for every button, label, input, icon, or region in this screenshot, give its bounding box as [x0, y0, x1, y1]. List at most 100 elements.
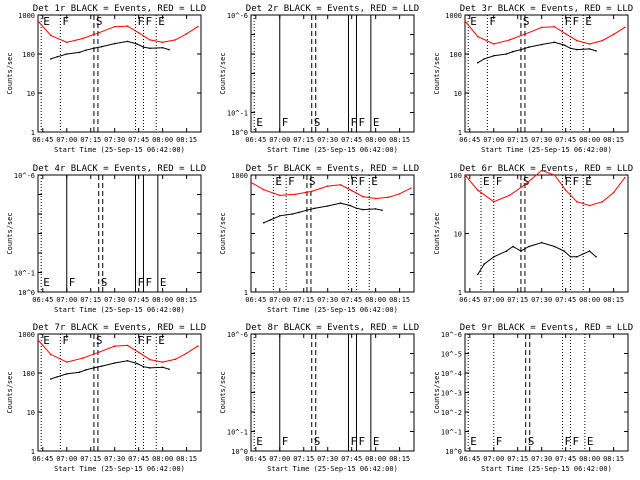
series-point-lld: [294, 193, 297, 196]
x-tick-label: 07:30: [317, 296, 338, 304]
marker-label-f: F: [350, 435, 357, 448]
series-point-events: [576, 48, 578, 51]
y-tick-label: 10^-6: [14, 172, 35, 180]
panel-title: Det 2r BLACK = Events, RED = LLD: [246, 4, 419, 14]
marker-label-f: F: [358, 435, 365, 448]
y-tick-label: 1000: [445, 12, 462, 20]
panel-title: Det 7r BLACK = Events, RED = LLD: [33, 323, 206, 333]
series-point-events: [563, 250, 565, 252]
x-tick-label: 06:45: [245, 136, 266, 144]
x-tick-label: 08:15: [603, 296, 624, 304]
series-point-lld: [113, 25, 116, 28]
marker-label-f: F: [62, 15, 69, 28]
series-point-events: [362, 208, 364, 211]
marker-label-f: F: [572, 435, 579, 448]
x-tick-label: 08:00: [152, 136, 173, 144]
y-tick-label: 10^-5: [441, 351, 462, 359]
marker-label-f: F: [564, 435, 571, 448]
panel-title: Det 3r BLACK = Events, RED = LLD: [460, 4, 633, 14]
series-point-events: [483, 58, 486, 60]
series-point-lld: [588, 43, 591, 45]
x-tick-label: 07:00: [56, 455, 77, 463]
series-point-lld: [464, 174, 466, 176]
marker-label-e: E: [160, 276, 167, 289]
series-point-events: [483, 263, 486, 265]
y-tick-label: 10^-1: [227, 110, 248, 118]
x-tick-label: 07:30: [317, 136, 338, 144]
series-point-lld: [362, 195, 364, 198]
series-point-lld: [126, 25, 129, 27]
plot-frame: [250, 14, 415, 133]
y-tick-label: 1000: [18, 12, 35, 20]
y-axis-label: Counts/sec: [219, 212, 227, 254]
series-point-events: [326, 205, 329, 207]
plot-frame: [464, 333, 629, 452]
marker-label-e: E: [275, 175, 282, 188]
series-point-events: [56, 376, 58, 378]
panel-det-5: Det 5r BLACK = Events, RED = LLD Counts/s…: [219, 164, 419, 314]
x-tick-label: 07:45: [341, 455, 362, 463]
marker-label-e: E: [470, 15, 477, 28]
marker-label-e: E: [43, 334, 50, 347]
marker-label-e: E: [587, 435, 594, 448]
series-point-events: [161, 366, 164, 369]
series-point-lld: [113, 345, 116, 347]
x-tick-label: 06:45: [245, 296, 266, 304]
x-tick-label: 08:00: [365, 296, 386, 304]
y-axis-label: Counts/sec: [6, 52, 14, 94]
x-tick-label: 07:30: [531, 455, 552, 463]
series-point-events: [595, 255, 597, 258]
series-point-lld: [161, 41, 164, 44]
plot-frame: [37, 333, 202, 452]
x-tick-label: 07:00: [483, 455, 504, 463]
series-point-lld: [149, 358, 151, 361]
series-point-lld: [149, 39, 151, 41]
plot-frame: [37, 174, 202, 293]
x-tick-label: 07:00: [483, 296, 504, 304]
y-tick-label: 1: [31, 129, 35, 137]
series-point-lld: [410, 187, 412, 189]
x-tick-label: 08:15: [176, 136, 197, 144]
series-point-lld: [374, 197, 377, 200]
series-point-lld: [524, 33, 527, 35]
series-point-lld: [50, 34, 52, 37]
series-point-events: [291, 213, 294, 215]
series-point-lld: [37, 20, 39, 22]
marker-label-f: F: [564, 175, 571, 188]
marker-label-e: E: [158, 334, 165, 347]
panel-title: Det 4r BLACK = Events, RED = LLD: [33, 164, 206, 174]
y-axis-label: Counts/sec: [219, 371, 227, 413]
y-tick-label: 10^-6: [227, 12, 248, 20]
x-tick-label: 08:00: [365, 455, 386, 463]
y-tick-label: 10^0: [18, 289, 35, 297]
x-tick-label: 08:15: [389, 455, 410, 463]
marker-label-e: E: [585, 175, 592, 188]
panel-det-8: Det 8r BLACK = Events, RED = LLD Counts/s…: [219, 323, 419, 473]
marker-label-e: E: [371, 175, 378, 188]
series-point-events: [126, 360, 129, 362]
y-axis-label: Counts/sec: [433, 52, 441, 94]
x-axis-label: Start Time (25-Sep-15 06:42:00): [481, 465, 612, 473]
x-tick-label: 08:15: [603, 455, 624, 463]
x-tick-label: 08:15: [389, 136, 410, 144]
series-point-lld: [553, 174, 556, 176]
series-point-events: [520, 48, 522, 51]
marker-label-e: E: [483, 175, 490, 188]
panel-title: Det 8r BLACK = Events, RED = LLD: [246, 323, 419, 333]
panel-title: Det 1r BLACK = Events, RED = LLD: [33, 4, 206, 14]
marker-label-e: E: [256, 116, 263, 129]
series-point-lld: [161, 361, 164, 363]
series-point-events: [576, 255, 578, 258]
marker-label-f: F: [62, 334, 69, 347]
x-tick-label: 07:30: [531, 136, 552, 144]
plot-frame: [250, 174, 415, 293]
series-point-lld: [477, 189, 479, 191]
marker-label-f: F: [145, 276, 152, 289]
plot-frame: [464, 174, 629, 293]
x-tick-label: 07:15: [507, 136, 528, 144]
series-point-lld: [81, 357, 84, 360]
series-point-events: [553, 245, 556, 248]
y-axis-label: Counts/sec: [433, 371, 441, 413]
